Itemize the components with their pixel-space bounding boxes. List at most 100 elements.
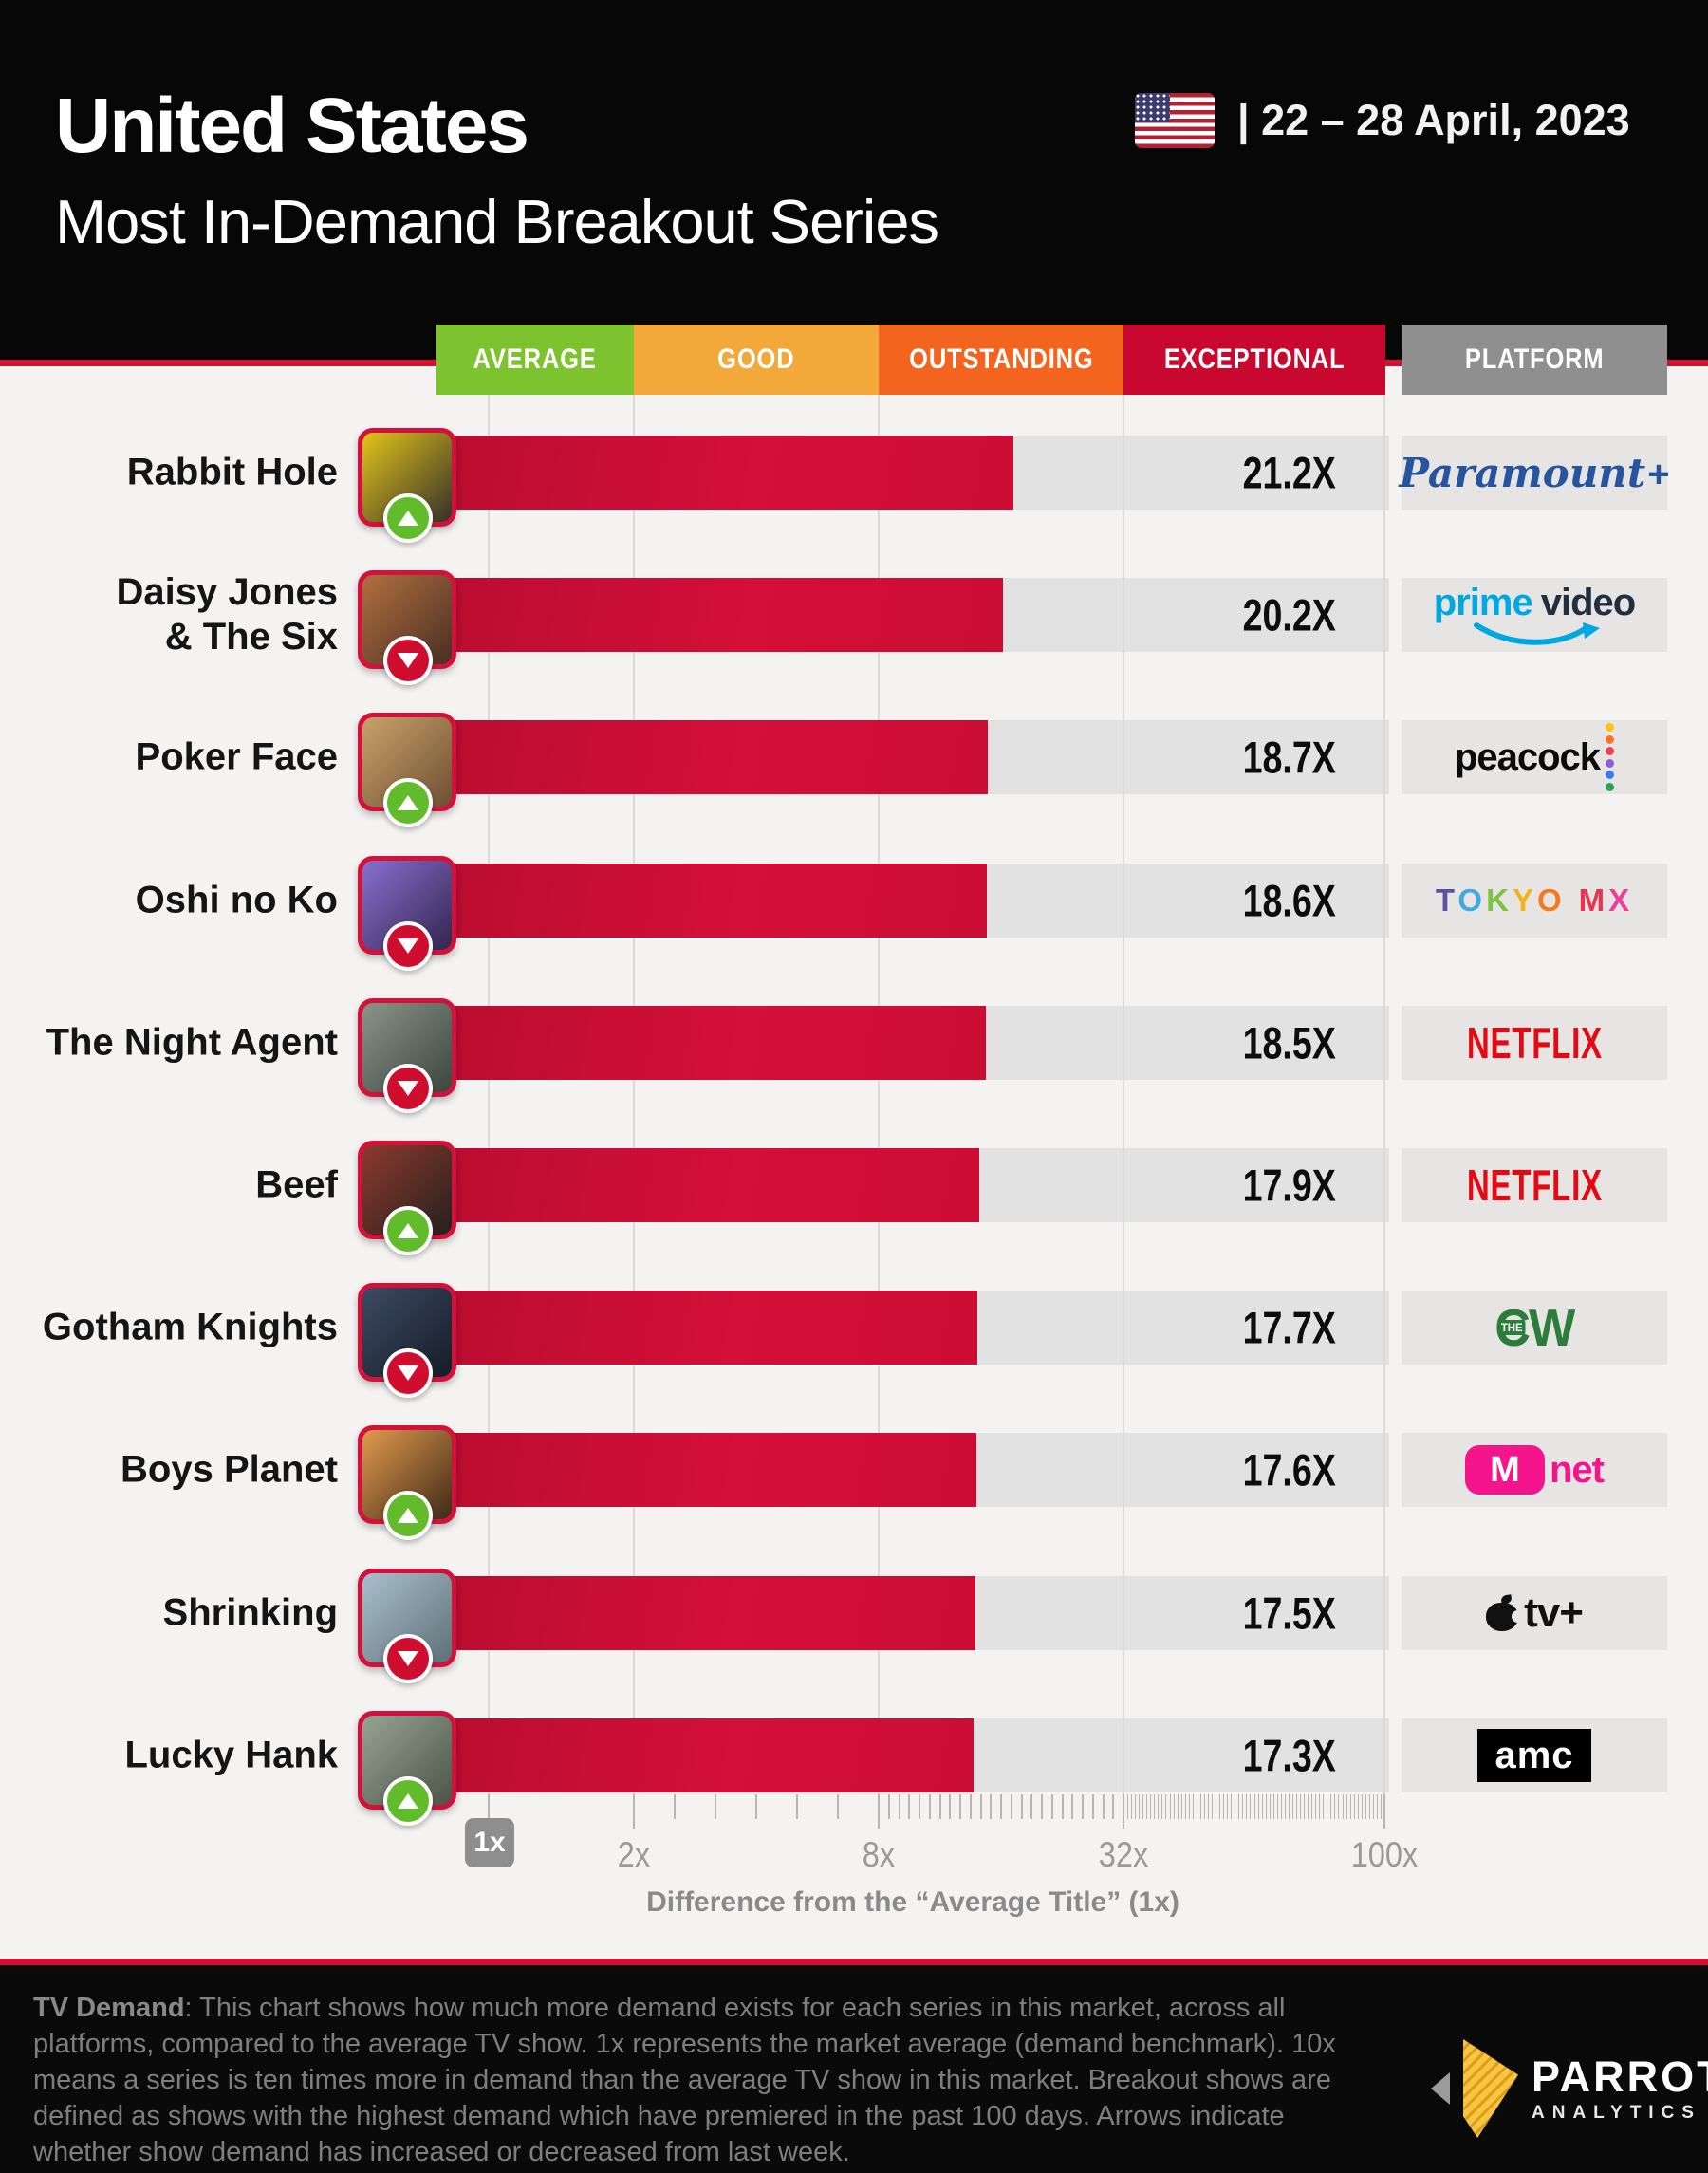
axis-tick xyxy=(1373,1794,1374,1819)
axis-tick xyxy=(888,1794,890,1819)
value-cell: 17.7X xyxy=(1044,1302,1336,1354)
platform-cell: peacock xyxy=(1402,720,1667,794)
axis-tick xyxy=(1292,1794,1293,1819)
trend-disc xyxy=(387,1068,429,1109)
axis-tick xyxy=(1092,1794,1094,1819)
axis-tick xyxy=(939,1794,941,1819)
axis-tick xyxy=(1112,1794,1114,1819)
brand-text: PARROT ANALYTICS xyxy=(1532,2055,1708,2122)
demand-bar xyxy=(436,436,1013,510)
gridline-8x xyxy=(878,395,880,1794)
axis-tick xyxy=(1071,1794,1073,1819)
axis-tick xyxy=(1150,1794,1151,1819)
trend-arrow-glyph xyxy=(398,938,418,954)
value-cell: 20.2X xyxy=(1044,589,1336,641)
demand-multiple-value: 17.7X xyxy=(1242,1302,1336,1353)
legend-band-outstanding: OUTSTANDING xyxy=(879,325,1123,395)
demand-bar xyxy=(436,1433,976,1507)
series-title: Lucky Hank xyxy=(124,1734,338,1776)
axis-tick xyxy=(1146,1794,1147,1819)
legend-band-good: GOOD xyxy=(634,325,879,395)
trend-up-icon xyxy=(383,493,433,543)
demand-multiple-value: 18.7X xyxy=(1242,732,1336,783)
axis-tick xyxy=(1308,1794,1309,1819)
axis-tick xyxy=(1285,1794,1286,1819)
trend-arrow-glyph xyxy=(398,511,418,526)
axis-tick xyxy=(1346,1794,1347,1819)
demand-multiple-value: 17.6X xyxy=(1242,1444,1336,1495)
axis-tick xyxy=(755,1794,757,1819)
axis-tick xyxy=(1362,1794,1363,1819)
axis-tick xyxy=(1131,1794,1132,1819)
the-cw-logo: CW THE xyxy=(1494,1298,1575,1357)
axis-tick-label: 8x xyxy=(862,1835,896,1874)
trend-up-icon xyxy=(383,1491,433,1540)
series-poster-thumbnail xyxy=(358,1425,456,1524)
axis-tick xyxy=(1154,1794,1155,1819)
value-cell: 17.6X xyxy=(1044,1444,1336,1496)
series-poster-thumbnail xyxy=(358,1569,456,1667)
demand-multiple-value: 18.6X xyxy=(1242,875,1336,926)
axis-tick-label-wrap: 100x xyxy=(1346,1835,1422,1875)
axis-tick xyxy=(1270,1794,1271,1819)
axis-tick xyxy=(1021,1794,1023,1819)
axis-tick xyxy=(1369,1794,1370,1819)
axis-tick xyxy=(1062,1794,1064,1819)
axis-tick xyxy=(1051,1794,1053,1819)
legend-band-average: AVERAGE xyxy=(436,325,634,395)
axis-tick xyxy=(949,1794,951,1819)
trend-disc xyxy=(387,1210,429,1252)
axis-tick-label-wrap: 8x xyxy=(860,1835,897,1875)
series-title: Poker Face xyxy=(135,735,338,778)
axis-tick xyxy=(1273,1794,1274,1819)
axis-tick xyxy=(1219,1794,1220,1819)
axis-tick xyxy=(1139,1794,1140,1819)
axis-tick xyxy=(919,1794,920,1819)
trend-up-icon xyxy=(383,1206,433,1255)
trend-arrow-glyph xyxy=(398,1651,418,1666)
axis-tick xyxy=(1350,1794,1351,1819)
series-title: Daisy Jones & The Six xyxy=(116,570,338,658)
axis-tick xyxy=(1334,1794,1335,1819)
apple-tv-logo: tv+ xyxy=(1486,1589,1584,1637)
axis-tick xyxy=(1338,1794,1339,1819)
axis-tick xyxy=(929,1794,931,1819)
axis-tick xyxy=(1041,1794,1043,1819)
axis-tick xyxy=(1189,1794,1190,1819)
series-title: Oshi no Ko xyxy=(135,879,338,921)
gridline-2x xyxy=(633,395,635,1794)
axis-tick xyxy=(1300,1794,1301,1819)
us-flag-icon xyxy=(1135,93,1215,148)
legend-band-label: GOOD xyxy=(717,344,795,375)
legend-platform-label: PLATFORM xyxy=(1464,344,1605,375)
axis-tick-label-wrap: 2x xyxy=(615,1835,652,1875)
axis-tick xyxy=(1174,1794,1175,1819)
demand-bar xyxy=(436,1006,986,1080)
axis-tick xyxy=(1193,1794,1194,1819)
trend-arrow-glyph xyxy=(398,1508,418,1523)
axis-tick xyxy=(1315,1794,1316,1819)
axis-tick xyxy=(1178,1794,1179,1819)
trend-down-icon xyxy=(383,1634,433,1683)
axis-tick xyxy=(1365,1794,1366,1819)
axis-tick xyxy=(1242,1794,1243,1819)
axis-tick xyxy=(1135,1794,1136,1819)
axis-tick xyxy=(1208,1794,1209,1819)
demand-multiple-value: 17.9X xyxy=(1242,1160,1336,1211)
axis-tick xyxy=(1354,1794,1355,1819)
value-cell: 21.2X xyxy=(1044,447,1336,499)
trend-arrow-glyph xyxy=(398,795,418,810)
axis-tick xyxy=(1266,1794,1267,1819)
axis-tick xyxy=(959,1794,961,1819)
trend-arrow-glyph xyxy=(398,1365,418,1381)
trend-up-icon xyxy=(383,778,433,827)
tokyo-mx-logo: TOKYO MX xyxy=(1435,882,1634,918)
series-title: Rabbit Hole xyxy=(126,451,338,493)
axis-tick xyxy=(837,1794,839,1819)
axis-tick xyxy=(1231,1794,1232,1819)
peacock-logo: peacock xyxy=(1455,723,1615,791)
axis-tick xyxy=(1277,1794,1278,1819)
axis-tick xyxy=(1262,1794,1263,1819)
axis-tick xyxy=(674,1794,676,1819)
